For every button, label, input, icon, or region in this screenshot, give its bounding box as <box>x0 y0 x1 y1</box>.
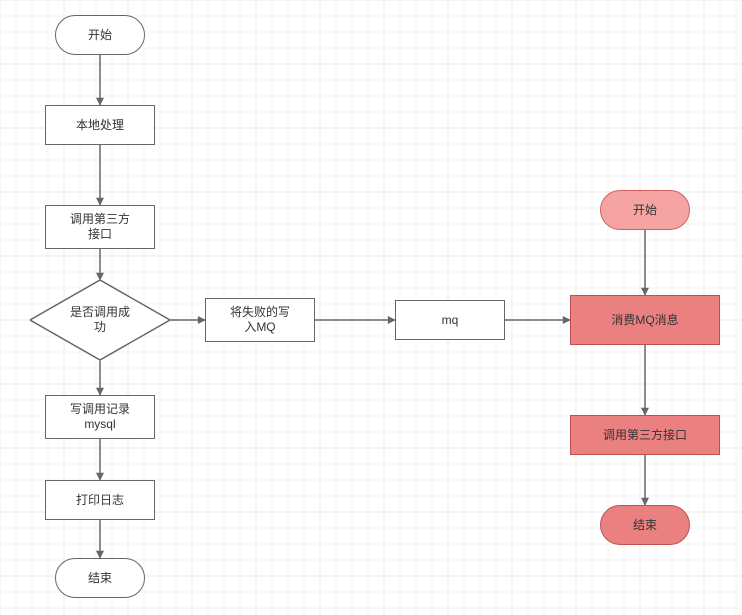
node-start1: 开始 <box>55 15 145 55</box>
node-consume: 消费MQ消息 <box>570 295 720 345</box>
node-call3rd: 调用第三方 接口 <box>45 205 155 249</box>
node-decide-label: 是否调用成 功 <box>30 280 170 360</box>
node-start2: 开始 <box>600 190 690 230</box>
node-decide: 是否调用成 功 <box>30 280 170 360</box>
flowchart-canvas: 开始本地处理调用第三方 接口是否调用成 功写调用记录 mysql打印日志结束将失… <box>0 0 742 615</box>
node-call3rd2: 调用第三方接口 <box>570 415 720 455</box>
node-mq: mq <box>395 300 505 340</box>
node-writemysql: 写调用记录 mysql <box>45 395 155 439</box>
node-log: 打印日志 <box>45 480 155 520</box>
node-local: 本地处理 <box>45 105 155 145</box>
node-end1: 结束 <box>55 558 145 598</box>
node-failmq: 将失败的写 入MQ <box>205 298 315 342</box>
node-end2: 结束 <box>600 505 690 545</box>
